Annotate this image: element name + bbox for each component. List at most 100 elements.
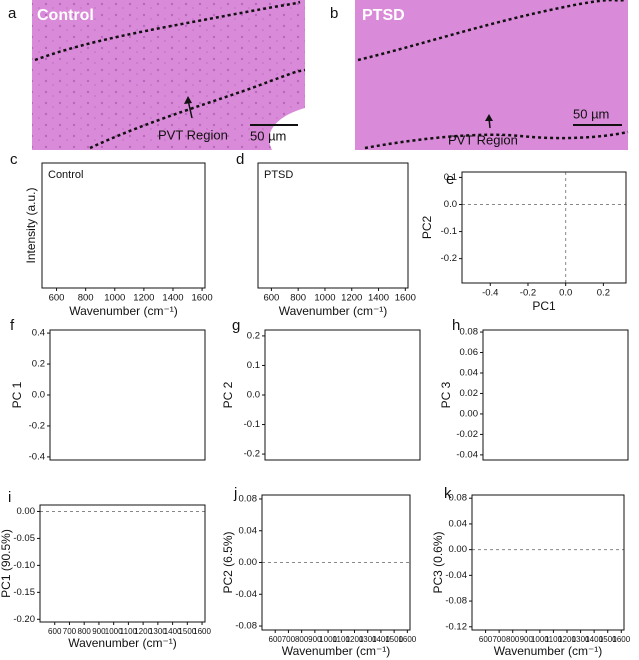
y-tick-label: 0.1 (444, 172, 457, 183)
boundary (34, 0, 301, 62)
x-axis-label: Wavenumber (cm⁻¹) (69, 304, 178, 318)
y-axis-label: PC3 (0.6%) (431, 531, 445, 593)
plot-frame (49, 329, 206, 461)
boundary (357, 0, 626, 62)
x-tick-label: 700 (492, 635, 506, 644)
x-tick-label: 0.2 (597, 288, 610, 299)
panel-label: b (330, 5, 338, 22)
y-tick-label: -0.05 (13, 533, 35, 544)
image-title: PTSD (362, 7, 405, 24)
x-tick-label: 900 (520, 635, 534, 644)
y-tick-label: -0.04 (445, 570, 467, 581)
x-tick-label: -0.4 (482, 288, 498, 299)
x-tick-label: 1200 (341, 293, 362, 304)
y-tick-label: 0.02 (460, 388, 479, 399)
x-tick-label: 1600 (398, 635, 416, 644)
x-tick-label: 1000 (319, 635, 337, 644)
y-tick-label: 0.2 (247, 330, 260, 341)
x-tick-label: 900 (92, 627, 106, 636)
y-tick-label: 0.0 (247, 390, 260, 401)
x-tick-label: 800 (78, 627, 92, 636)
x-tick-label: 1500 (385, 635, 403, 644)
x-tick-label: 800 (78, 293, 94, 304)
tissue-gap (269, 108, 305, 150)
y-tick-label: -0.15 (13, 587, 35, 598)
y-tick-label: 0.0 (444, 199, 457, 210)
x-tick-label: 1600 (193, 627, 211, 636)
y-tick-label: 0.00 (17, 506, 36, 517)
x-axis-label: Wavenumber (cm⁻¹) (68, 636, 177, 650)
x-tick-label: 1000 (314, 293, 335, 304)
x-tick-label: 1000 (531, 635, 549, 644)
chart-title: Control (48, 169, 83, 181)
y-tick-label: -0.04 (235, 589, 257, 600)
panel-label: d (236, 151, 244, 168)
y-tick-label: 0.0 (32, 390, 45, 401)
y-tick-label: -0.08 (235, 621, 257, 632)
y-tick-label: -0.12 (445, 621, 467, 632)
x-tick-label: 0.0 (559, 288, 572, 299)
y-tick-label: -0.02 (456, 429, 478, 440)
plot-frame (261, 494, 411, 631)
panel-label: i (8, 489, 11, 506)
x-tick-label: 1400 (368, 293, 389, 304)
x-tick-label: 600 (48, 627, 62, 636)
x-tick-label: 1200 (346, 635, 364, 644)
y-tick-label: 0.00 (239, 557, 258, 568)
panel-label: k (444, 485, 452, 502)
plot-frame (264, 329, 421, 461)
y-axis-label: Intensity (a.u.) (24, 187, 38, 263)
x-tick-label: 1100 (545, 635, 563, 644)
y-axis-label: PC 1 (10, 381, 24, 408)
panel-label: c (10, 151, 18, 168)
y-tick-label: -0.2 (244, 449, 260, 460)
x-tick-label: 600 (269, 635, 283, 644)
x-tick-label: 600 (479, 635, 493, 644)
x-tick-label: 800 (295, 635, 309, 644)
x-tick-label: 1000 (105, 627, 123, 636)
y-tick-label: 0.1 (247, 360, 260, 371)
y-tick-label: 0.08 (460, 327, 479, 338)
y-axis-label: PC1 (90.5%) (0, 529, 13, 598)
panel-label: g (232, 317, 240, 334)
x-axis-label: Wavenumber (cm⁻¹) (282, 644, 391, 658)
y-tick-label: -0.10 (13, 560, 35, 571)
arrowhead (485, 114, 493, 121)
x-tick-label: 1300 (359, 635, 377, 644)
x-tick-label: 800 (290, 293, 306, 304)
chart-title: PTSD (264, 169, 293, 181)
x-axis-label: Wavenumber (cm⁻¹) (494, 644, 603, 658)
x-tick-label: 1200 (558, 635, 576, 644)
plot-frame (471, 494, 625, 631)
x-tick-label: 1400 (585, 635, 603, 644)
x-axis-label: Wavenumber (cm⁻¹) (279, 304, 388, 318)
panel-label: j (233, 485, 237, 502)
x-tick-label: 1100 (333, 635, 351, 644)
x-tick-label: 1400 (164, 627, 182, 636)
x-tick-label: 1500 (599, 635, 617, 644)
y-axis-label: PC 2 (221, 381, 235, 408)
x-axis-label: PC1 (532, 299, 556, 313)
y-tick-label: 0.04 (239, 525, 258, 536)
y-tick-label: 0.04 (460, 368, 479, 379)
panel-label: h (452, 317, 460, 334)
plot-frame (39, 504, 206, 623)
x-tick-label: 900 (308, 635, 322, 644)
x-tick-label: 1400 (162, 293, 183, 304)
x-tick-label: 1500 (178, 627, 196, 636)
annotation: PVT Region (158, 127, 228, 142)
scale-label: 50 µm (573, 106, 609, 121)
y-tick-label: 0.08 (239, 493, 258, 504)
y-tick-label: 0.08 (449, 493, 468, 504)
y-tick-label: -0.1 (244, 419, 260, 430)
x-tick-label: 1600 (192, 293, 213, 304)
y-tick-label: -0.1 (441, 226, 457, 237)
y-axis-label: PC2 (6.5%) (221, 531, 235, 593)
x-tick-label: 1200 (133, 293, 154, 304)
image-title: Control (37, 7, 94, 24)
scale-label: 50 µm (250, 128, 286, 143)
x-tick-label: 1600 (395, 293, 416, 304)
image-panel-a: a Control PVT Region 50 µm (8, 0, 306, 150)
y-tick-label: 0.00 (460, 408, 479, 419)
y-tick-label: -0.2 (441, 253, 457, 264)
